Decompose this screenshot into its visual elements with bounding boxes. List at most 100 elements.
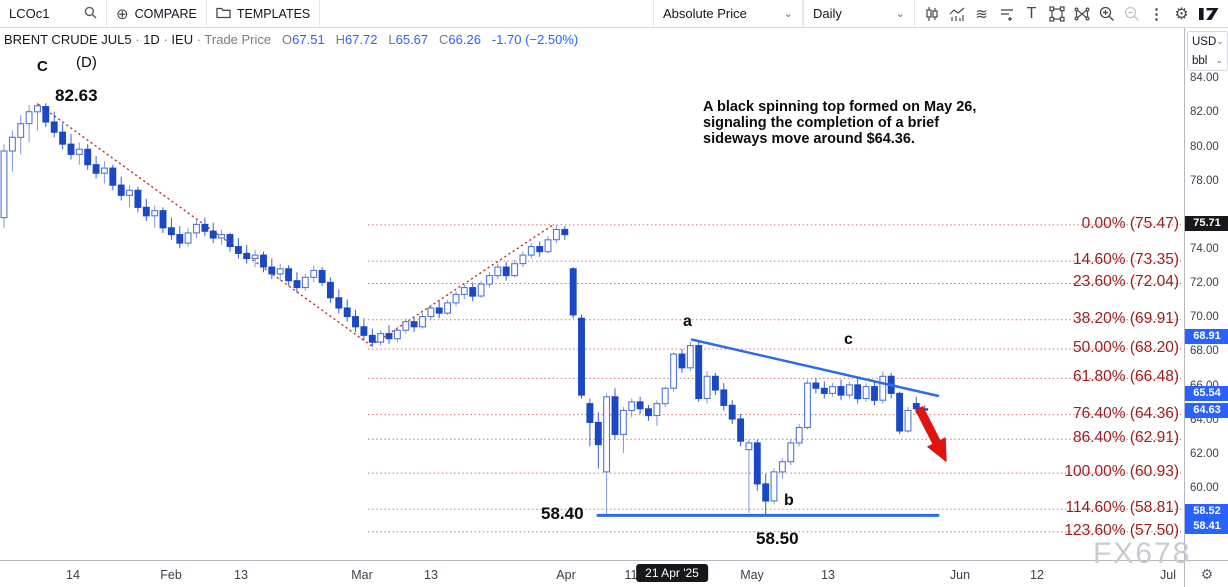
candle-body — [310, 269, 318, 278]
text-tool-icon[interactable]: T — [1026, 4, 1037, 22]
time-tick-label: 12 — [1030, 568, 1044, 582]
price-tick-label: 60.00 — [1190, 482, 1219, 494]
candle-body — [75, 148, 83, 155]
candle-body — [686, 345, 694, 369]
candle-body — [226, 234, 234, 248]
chart-style-candles-icon[interactable] — [919, 0, 944, 27]
fib-level-label: 114.60% (58.81) — [1065, 499, 1179, 516]
tradingview-logo[interactable] — [1194, 7, 1224, 21]
candle-body — [845, 384, 853, 396]
candle-body — [452, 293, 460, 304]
compare-label: COMPARE — [134, 6, 197, 21]
down-arrow[interactable] — [915, 406, 947, 463]
chart-annotation-label[interactable]: 58.40 — [541, 504, 584, 523]
time-tick-label: 13 — [821, 568, 835, 582]
chart-annotation-label[interactable]: 82.63 — [55, 86, 98, 105]
time-tick-label: Jun — [949, 568, 971, 582]
candle-body — [25, 111, 33, 125]
candle-body — [594, 421, 602, 446]
symbol-search-box[interactable]: LCOc1 — [0, 0, 107, 27]
chart-annotation-label[interactable]: C — [37, 58, 48, 75]
annotation-note-line: sideways move around $64.36. — [703, 131, 915, 147]
templates-button[interactable]: TEMPLATES — [207, 0, 321, 27]
candle-body — [285, 268, 293, 282]
chart-annotation-label[interactable]: (D) — [76, 54, 97, 71]
candle-body — [854, 384, 862, 400]
fib-level-label: 100.00% (60.93) — [1064, 463, 1179, 480]
candle-body — [100, 167, 108, 174]
indicators-icon[interactable] — [944, 0, 969, 27]
candle-body — [59, 131, 67, 145]
annotation-note-line: A black spinning top formed on May 26, — [703, 99, 977, 115]
time-axis[interactable]: 14 Feb 13 Mar 13 Apr 11 May 13 Jun 12 Jul 21 Apr '25 — [0, 560, 1184, 587]
axis-settings-corner[interactable]: ⚙ — [1184, 560, 1228, 587]
candle-body — [720, 389, 728, 406]
dotted-trendline[interactable] — [370, 224, 554, 347]
gear-icon: ⚙ — [1200, 566, 1214, 582]
price-axis[interactable]: USD ⌄ bbl ⌄ 84.00 82.00 80.00 78.00 74.00 72.… — [1184, 28, 1228, 560]
plus-circle-icon: ⊕ — [116, 5, 129, 23]
chart-annotation-label[interactable]: a — [683, 313, 692, 330]
candle-body — [360, 326, 368, 336]
time-tick-label: 14 — [66, 568, 80, 582]
price-mode-select[interactable]: Absolute Price ⌄ — [653, 0, 803, 27]
high-label: H — [335, 32, 345, 47]
chart-annotation-label[interactable]: c — [844, 331, 853, 348]
more-options-icon[interactable]: ⋮ — [1149, 5, 1164, 23]
candle-body — [745, 442, 753, 451]
price-badge: 64.63 — [1185, 403, 1228, 418]
fib-level-label: 0.00% (75.47) — [1081, 215, 1179, 232]
candle-body — [276, 268, 284, 275]
candle-body — [519, 254, 527, 265]
candle-body — [837, 386, 845, 396]
settings-gear-icon[interactable]: ⚙ — [1174, 5, 1189, 23]
zoom-out-icon[interactable] — [1119, 0, 1144, 27]
shape-tool-icon[interactable] — [1044, 0, 1069, 27]
chart-annotation-label[interactable]: b — [784, 492, 794, 509]
currency-select[interactable]: USD ⌄ — [1188, 32, 1227, 51]
candle-body — [318, 269, 326, 283]
candle-body — [477, 283, 485, 297]
compare-waves-icon[interactable]: ≋ — [975, 5, 988, 23]
horizontal-line-tool-icon[interactable] — [994, 0, 1019, 27]
candle-body — [578, 317, 585, 396]
chart-annotation-label[interactable]: 58.50 — [756, 529, 799, 548]
candle-body — [762, 483, 770, 502]
interval-select[interactable]: Daily ⌄ — [803, 0, 915, 27]
symbol-header: BRENT CRUDE JUL5 · 1D · IEU · Trade Pric… — [4, 32, 579, 47]
chart-pane[interactable]: FX678 A black spinning top formed on May… — [0, 28, 1189, 570]
candle-body — [410, 321, 418, 328]
polygon-tool-icon[interactable] — [1069, 0, 1094, 27]
candle-body — [829, 386, 837, 394]
candle-body — [419, 316, 426, 328]
compare-button[interactable]: ⊕ COMPARE — [107, 0, 207, 27]
watermark: FX678 — [1093, 537, 1192, 570]
time-tick-label: 13 — [234, 568, 248, 582]
time-tick-label: Apr — [556, 568, 576, 582]
time-tick-label: May — [740, 568, 764, 582]
candle-body — [645, 408, 652, 417]
symbol-name[interactable]: BRENT CRUDE JUL5 — [4, 32, 132, 47]
unit-select[interactable]: bbl ⌄ — [1188, 51, 1227, 70]
candle-body — [753, 442, 761, 485]
templates-label: TEMPLATES — [236, 6, 311, 21]
zoom-in-icon[interactable] — [1094, 0, 1119, 27]
candle-body — [820, 387, 828, 394]
candle-body — [0, 150, 8, 219]
candle-body — [326, 281, 334, 299]
candle-body — [50, 121, 58, 133]
high-value: 67.72 — [344, 32, 378, 47]
candle-body — [243, 252, 251, 260]
price-tick-label: 78.00 — [1190, 175, 1219, 187]
candle-body — [703, 375, 711, 400]
candle-body — [159, 210, 167, 229]
descending-trendline[interactable] — [690, 338, 940, 398]
unit-value: bbl — [1192, 54, 1208, 67]
candle-body — [201, 223, 209, 232]
candle-body — [711, 375, 719, 391]
candle-body — [486, 275, 493, 285]
fib-level-label: 14.60% (73.35) — [1073, 251, 1179, 268]
candle-body — [435, 307, 443, 314]
candle-body — [896, 392, 904, 432]
candle-body — [335, 297, 343, 309]
